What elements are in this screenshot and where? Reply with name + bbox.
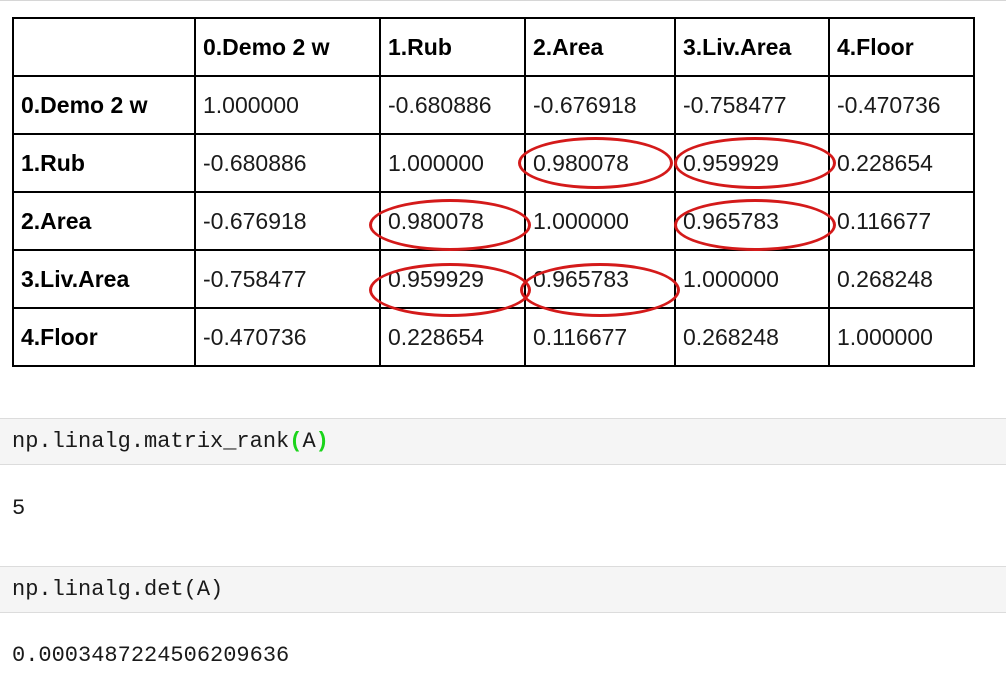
table-row: 3.Liv.Area -0.758477 0.959929 0.965783 1… — [12, 249, 975, 309]
table-cell: 1.000000 — [524, 191, 676, 251]
table-cell: 0.228654 — [828, 133, 975, 193]
table-cell: -0.470736 — [194, 307, 381, 367]
table-cell: -0.758477 — [674, 75, 830, 135]
table-cell-highlighted: 0.980078 — [379, 191, 526, 251]
cell-value: 0.116677 — [837, 207, 932, 234]
code-text[interactable]: np.linalg.matrix_rank(A) — [12, 419, 329, 464]
table-cell-highlighted: 0.965783 — [674, 191, 830, 251]
top-divider — [0, 0, 1006, 1]
code-cell-input[interactable]: np.linalg.det(A) — [0, 566, 1006, 613]
row-header: 1.Rub — [12, 133, 196, 193]
column-header: 1.Rub — [379, 17, 526, 77]
table-row: 1.Rub -0.680886 1.000000 0.980078 0.9599… — [12, 133, 975, 193]
cell-value: -0.680886 — [203, 149, 307, 176]
table-row: 2.Area -0.676918 0.980078 1.000000 0.965… — [12, 191, 975, 251]
table-row: 0.Demo 2 w 1.000000 -0.680886 -0.676918 … — [12, 75, 975, 135]
code-arg: A — [302, 429, 316, 454]
table-cell: -0.680886 — [379, 75, 526, 135]
row-header: 4.Floor — [12, 307, 196, 367]
cell-value: 0.965783 — [533, 265, 629, 292]
cell-value: 1.000000 — [203, 91, 299, 118]
table-cell: 1.000000 — [828, 307, 975, 367]
column-header: 3.Liv.Area — [674, 17, 830, 77]
table-cell: 1.000000 — [379, 133, 526, 193]
cell-value: 0.980078 — [533, 149, 629, 176]
cell-value: 1.000000 — [388, 149, 484, 176]
cell-value: 1.000000 — [683, 265, 779, 292]
cell-value: 0.268248 — [837, 265, 933, 292]
table-cell: -0.676918 — [524, 75, 676, 135]
table-cell: 0.268248 — [674, 307, 830, 367]
code-cell-input[interactable]: np.linalg.matrix_rank(A) — [0, 418, 1006, 465]
table-row: 4.Floor -0.470736 0.228654 0.116677 0.26… — [12, 307, 975, 367]
table-cell: -0.676918 — [194, 191, 381, 251]
cell-value: 0.959929 — [683, 149, 779, 176]
cell-value: 0.965783 — [683, 207, 779, 234]
table-header-row: 0.Demo 2 w 1.Rub 2.Area 3.Liv.Area 4.Flo… — [12, 17, 975, 77]
cell-value: 0.959929 — [388, 265, 484, 292]
cell-value: 1.000000 — [837, 323, 933, 350]
table-cell: 1.000000 — [194, 75, 381, 135]
row-header: 0.Demo 2 w — [12, 75, 196, 135]
paren-open-matched: ( — [289, 429, 303, 454]
cell-output: 0.0003487224506209636 — [12, 643, 290, 668]
cell-value: 1.000000 — [533, 207, 629, 234]
table-cell-highlighted: 0.980078 — [524, 133, 676, 193]
table-cell-highlighted: 0.959929 — [674, 133, 830, 193]
cell-value: -0.758477 — [203, 265, 307, 292]
correlation-table: 0.Demo 2 w 1.Rub 2.Area 3.Liv.Area 4.Flo… — [12, 17, 975, 367]
cell-value: -0.680886 — [388, 91, 492, 118]
column-header: 2.Area — [524, 17, 676, 77]
cell-value: -0.676918 — [203, 207, 307, 234]
column-header: 0.Demo 2 w — [194, 17, 381, 77]
paren-close-matched: ) — [315, 429, 329, 454]
cell-output: 5 — [12, 496, 26, 521]
cell-value: -0.470736 — [203, 323, 307, 350]
table-cell: 0.268248 — [828, 249, 975, 309]
table-cell-highlighted: 0.965783 — [524, 249, 676, 309]
row-header: 3.Liv.Area — [12, 249, 196, 309]
cell-value: 0.228654 — [388, 323, 484, 350]
cell-value: 0.228654 — [837, 149, 933, 176]
column-header: 4.Floor — [828, 17, 975, 77]
cell-value: 0.116677 — [533, 323, 628, 350]
row-header: 2.Area — [12, 191, 196, 251]
cell-value: 0.268248 — [683, 323, 779, 350]
code-text[interactable]: np.linalg.det(A) — [12, 577, 224, 602]
table-cell: 1.000000 — [674, 249, 830, 309]
code-function: np.linalg.matrix_rank — [12, 429, 290, 454]
table-cell: 0.116677 — [524, 307, 676, 367]
table-cell: -0.680886 — [194, 133, 381, 193]
table-cell-highlighted: 0.959929 — [379, 249, 526, 309]
cell-value: 0.980078 — [388, 207, 484, 234]
table-cell: -0.470736 — [828, 75, 975, 135]
cell-value: -0.470736 — [837, 91, 941, 118]
cell-value: -0.676918 — [533, 91, 637, 118]
table-corner-cell — [12, 17, 196, 77]
table-cell: 0.228654 — [379, 307, 526, 367]
table-cell: -0.758477 — [194, 249, 381, 309]
cell-value: -0.758477 — [683, 91, 787, 118]
table-cell: 0.116677 — [828, 191, 975, 251]
